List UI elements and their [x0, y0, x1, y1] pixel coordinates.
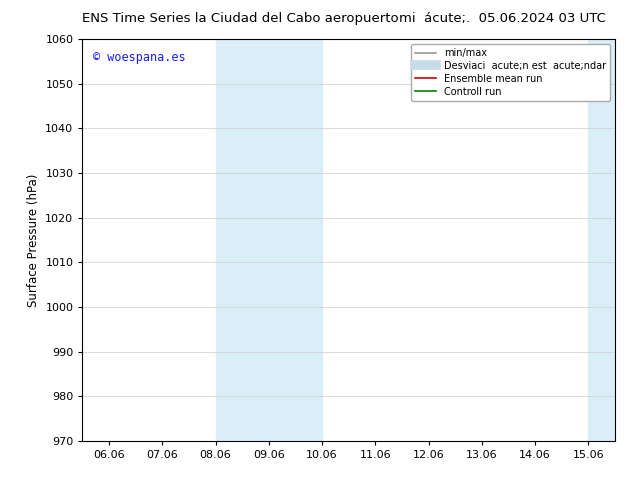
Legend: min/max, Desviaci  acute;n est  acute;ndar, Ensemble mean run, Controll run: min/max, Desviaci acute;n est acute;ndar…	[411, 44, 610, 100]
Text: ENS Time Series la Ciudad del Cabo aeropuerto: ENS Time Series la Ciudad del Cabo aerop…	[82, 12, 399, 25]
Bar	[216, 39, 322, 441]
Bar	[588, 39, 615, 441]
Y-axis label: Surface Pressure (hPa): Surface Pressure (hPa)	[27, 173, 40, 307]
Text: © woespana.es: © woespana.es	[93, 51, 186, 64]
Text: mi  ácute;.  05.06.2024 03 UTC: mi ácute;. 05.06.2024 03 UTC	[399, 12, 606, 25]
